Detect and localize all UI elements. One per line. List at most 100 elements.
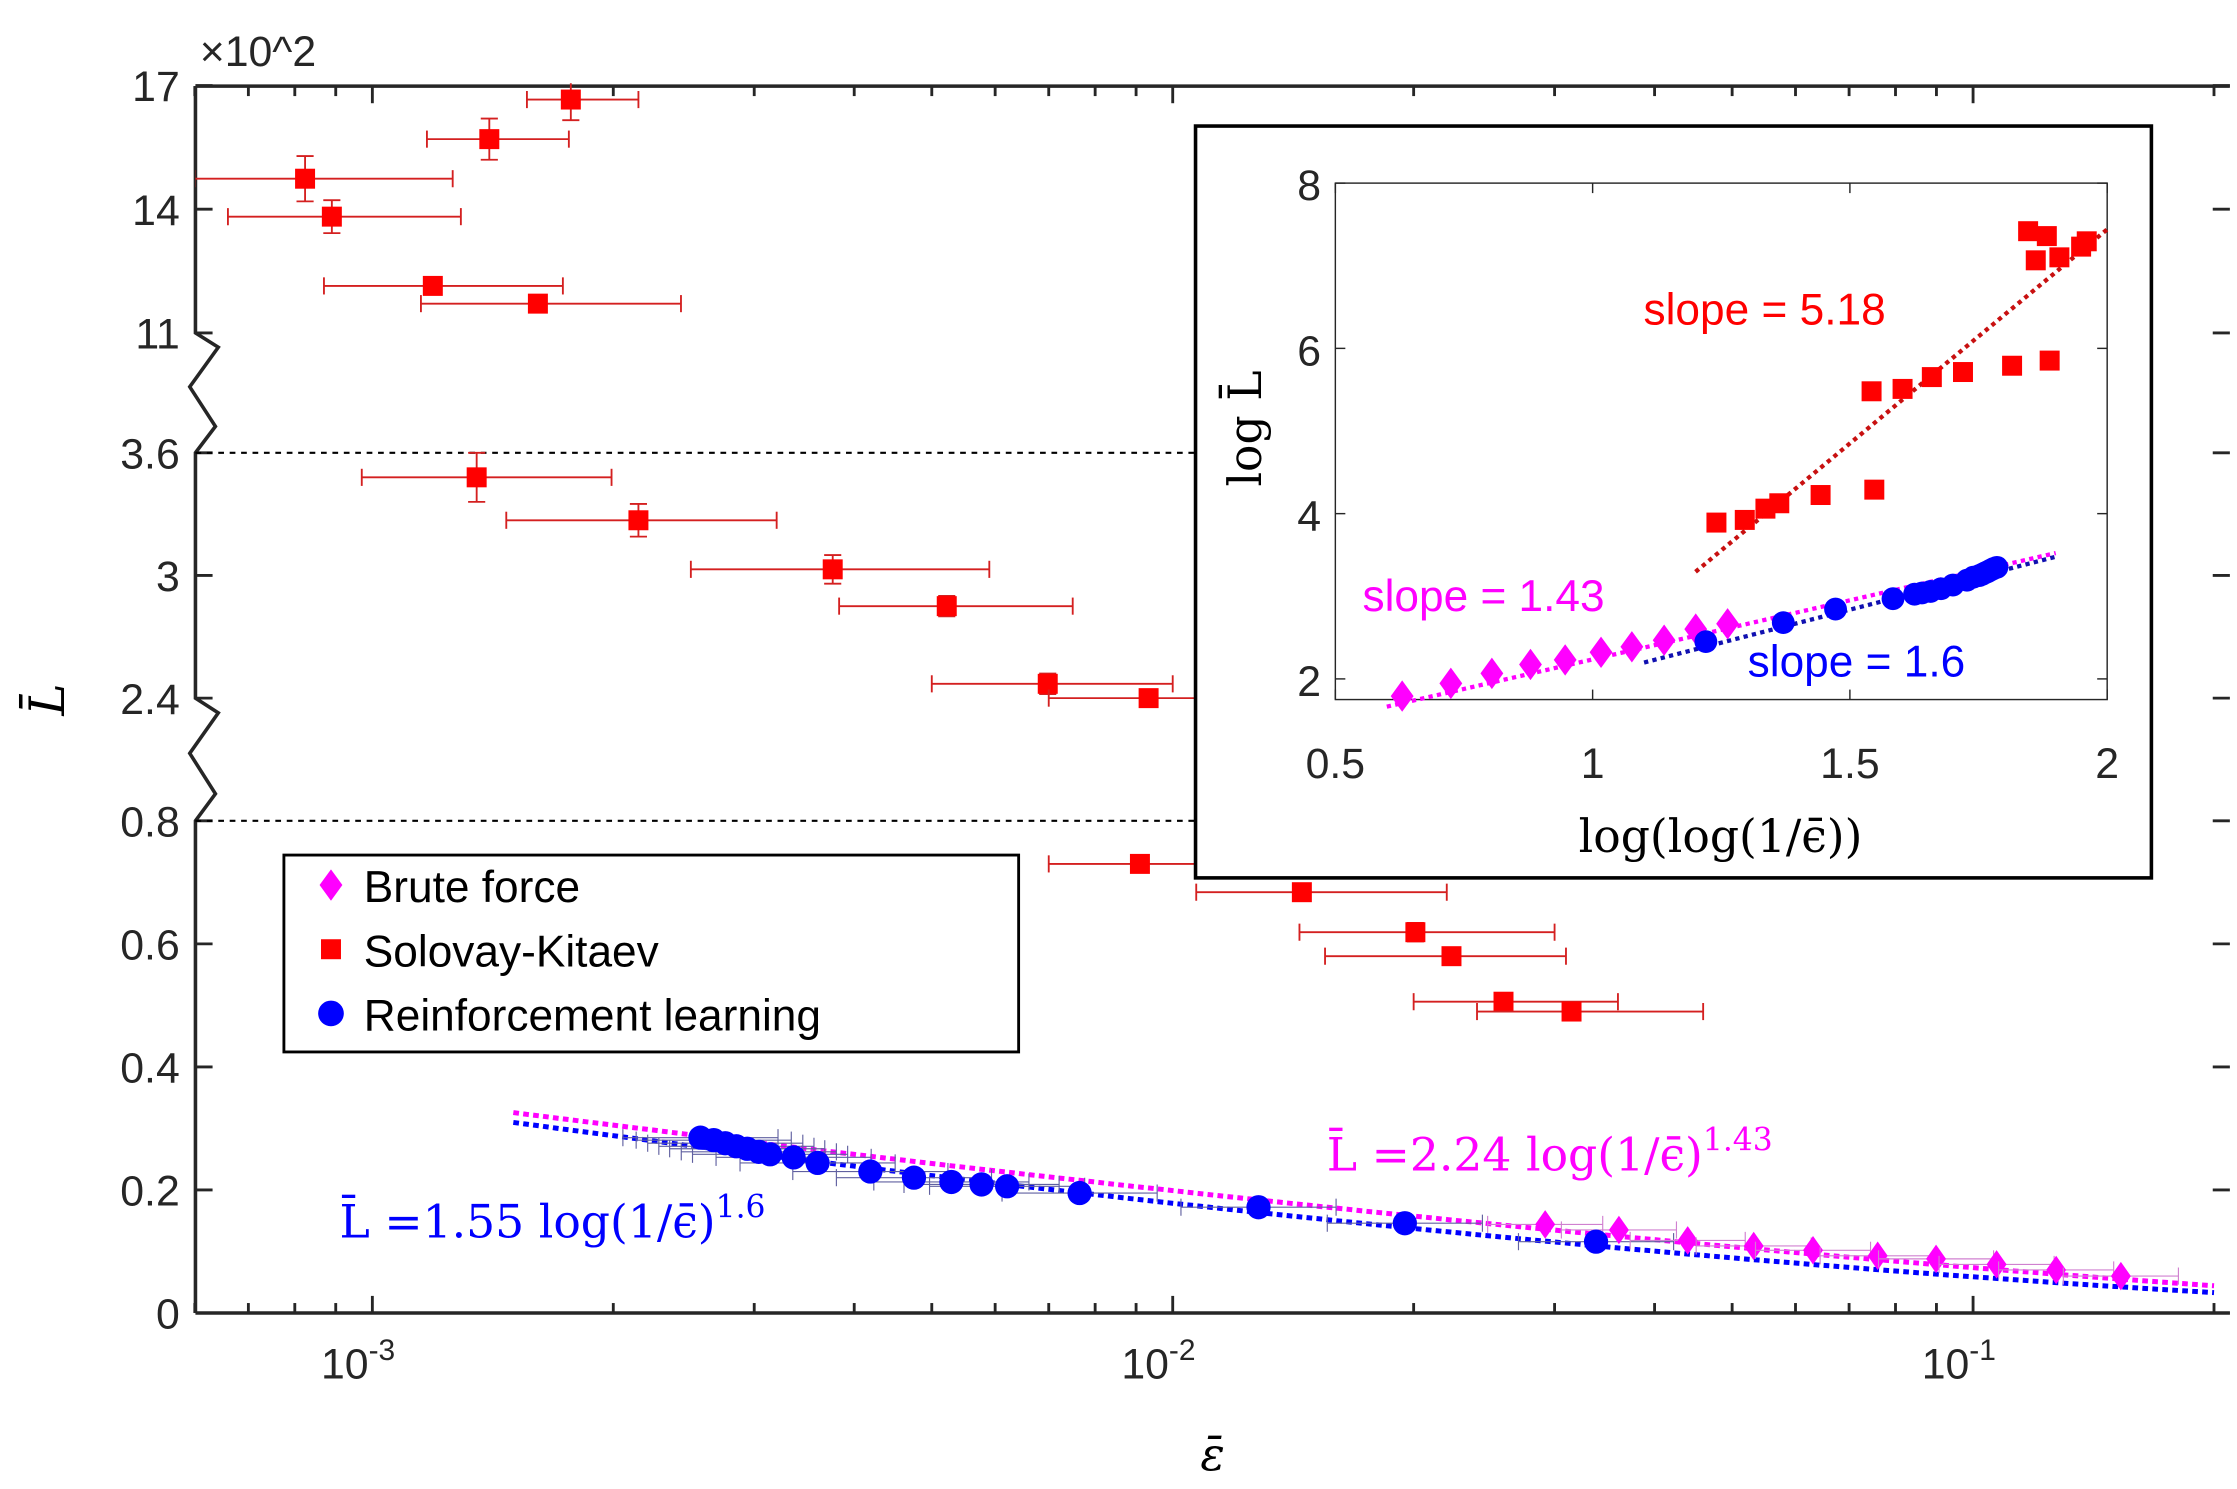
inset-x-label: log(log(1/ϵ̄)) <box>1579 810 1863 863</box>
inset-solovay-kitaev-point <box>2002 355 2023 376</box>
solovay-kitaev-point <box>1138 688 1159 709</box>
reinforcement-learning-point <box>781 1145 806 1170</box>
solovay-kitaev-point <box>1405 922 1426 943</box>
y-tick-label: 2.4 <box>120 676 179 724</box>
reinforcement-learning-point <box>969 1172 994 1197</box>
inset-slope-label-red: slope = 5.18 <box>1644 285 1886 334</box>
solovay-kitaev-point <box>1441 946 1462 967</box>
x-tick-label-base: 10 <box>1922 1341 1970 1389</box>
brute-force-point <box>1926 1244 1947 1274</box>
reinforcement-learning-point <box>858 1159 883 1184</box>
inset-brute-force-point <box>1620 631 1644 663</box>
inset-brute-force-point <box>1553 644 1577 676</box>
inset-x-tick-label: 1 <box>1581 740 1605 788</box>
inset-reinforcement-learning-point <box>1694 630 1718 654</box>
reinforcement-learning-point <box>1067 1180 1092 1206</box>
inset-brute-force-point <box>1589 636 1613 668</box>
fit-label-rl-text: L̄ =1.55 log(1/ϵ̄) <box>340 1195 716 1248</box>
brute-force-point <box>1743 1231 1764 1261</box>
inset-solovay-kitaev-point <box>2036 226 2057 247</box>
brute-force-point <box>1677 1226 1698 1255</box>
x-tick-label-exp: -1 <box>1969 1334 1996 1367</box>
brute-force-point <box>1986 1250 2007 1279</box>
legend-label-brute-force: Brute force <box>364 863 580 912</box>
inset-solovay-kitaev-point <box>1953 362 1973 383</box>
inset-reinforcement-learning-point <box>1881 587 1905 611</box>
solovay-kitaev-point <box>1037 673 1058 694</box>
main-x-label: ε̄ <box>1200 1428 1225 1481</box>
solovay-kitaev-point <box>628 510 649 531</box>
solovay-kitaev-point <box>822 559 843 580</box>
inset-solovay-kitaev-point <box>1810 485 1831 506</box>
y-tick-label: 11 <box>135 311 179 359</box>
brute-force-point <box>1803 1236 1824 1265</box>
solovay-kitaev-point <box>936 596 957 617</box>
inset-axes-box <box>1334 182 2108 701</box>
x-tick-label-exp: -2 <box>1169 1334 1196 1367</box>
inset-solovay-kitaev-point <box>1921 367 1942 388</box>
y-tick-label: 14 <box>132 187 180 235</box>
inset-brute-force-point <box>1480 657 1504 690</box>
y-tick-label: 0.2 <box>120 1168 179 1216</box>
x-tick-label: 10-2 <box>1121 1334 1195 1389</box>
reinforcement-learning-point <box>805 1150 830 1176</box>
inset-y-label: log L̄ <box>1219 370 1272 486</box>
solovay-kitaev-point <box>560 89 581 110</box>
fit-label-brute-force: L̄ =2.24 log(1/ϵ̄)1.43 <box>1327 1122 1773 1181</box>
inset-solovay-kitaev-point <box>1892 378 1913 399</box>
reinforcement-learning-point <box>1246 1195 1271 1220</box>
inset-plot: 0.5 1 1.5 2 2 4 6 8 log(log(1/ϵ̄)) log L̄ slope… <box>1193 124 2154 880</box>
inset-frame <box>1193 124 2154 880</box>
main-y-axis-broken <box>187 86 221 1314</box>
inset-solovay-kitaev-point <box>1864 479 1885 500</box>
solovay-kitaev-point <box>1561 1001 1582 1022</box>
x-tick-label: 10-3 <box>321 1334 395 1389</box>
y-tick-label: 0 <box>156 1291 180 1339</box>
fit-label-brute-force-text: L̄ =2.24 log(1/ϵ̄) <box>1327 1128 1703 1181</box>
y-tick-label: 3 <box>156 553 180 601</box>
inset-slope-label-blue: slope = 1.6 <box>1748 638 1966 687</box>
inset-brute-force-point <box>1519 648 1542 681</box>
x-tick-label: 10-1 <box>1922 1334 1996 1389</box>
solovay-kitaev-point <box>466 467 487 488</box>
legend-label-solovay-kitaev: Solovay-Kitaev <box>364 927 659 976</box>
x-tick-label-base: 10 <box>321 1341 369 1389</box>
y-tick-label: 0.4 <box>120 1045 179 1093</box>
inset-solovay-kitaev-point <box>2025 250 2046 271</box>
y-tick-label: 3.6 <box>120 430 179 478</box>
inset-solovay-kitaev-point <box>1734 509 1755 530</box>
legend-box <box>282 853 1021 1054</box>
solovay-kitaev-point <box>1291 882 1312 903</box>
reinforcement-learning-point <box>1583 1229 1609 1254</box>
inset-y-tick-label: 4 <box>1297 493 1321 541</box>
inset-solovay-kitaev-point <box>2071 236 2092 257</box>
reinforcement-learning-point <box>994 1174 1020 1199</box>
inset-y-tick-label: 8 <box>1297 162 1321 210</box>
solovay-kitaev-point <box>422 275 443 296</box>
fit-label-brute-force-exp: 1.43 <box>1703 1122 1773 1158</box>
inset-solovay-kitaev-point <box>1706 512 1727 533</box>
reinforcement-learning-point <box>901 1165 927 1190</box>
fit-label-rl: L̄ =1.55 log(1/ϵ̄)1.6 <box>340 1189 766 1248</box>
y-tick-label: 17 <box>132 63 180 111</box>
inset-solovay-kitaev-point <box>1861 381 1882 402</box>
inset-solovay-kitaev-point <box>2018 221 2039 242</box>
solovay-kitaev-point <box>1129 853 1150 874</box>
inset-brute-force-point <box>1439 667 1463 700</box>
brute-force-point <box>2110 1261 2131 1291</box>
y-multiplier: ×10^2 <box>200 28 316 76</box>
inset-solovay-kitaev-point <box>2039 350 2060 371</box>
legend-marker-brute-force <box>319 869 343 901</box>
brute-force-point <box>2046 1255 2067 1285</box>
reinforcement-learning-point <box>1392 1211 1417 1236</box>
inset-x-tick-label: 2 <box>2095 740 2119 788</box>
solovay-kitaev-point <box>527 293 548 314</box>
inset-y-tick-label: 6 <box>1297 327 1321 375</box>
inset-solovay-kitaev-point <box>2049 247 2070 268</box>
inset-reinforcement-learning-point <box>1824 597 1847 621</box>
y-tick-label: 0.8 <box>120 799 179 847</box>
brute-force-point <box>1608 1215 1629 1245</box>
inset-solovay-kitaev-point <box>1755 498 1776 519</box>
reinforcement-learning-point <box>757 1142 783 1167</box>
